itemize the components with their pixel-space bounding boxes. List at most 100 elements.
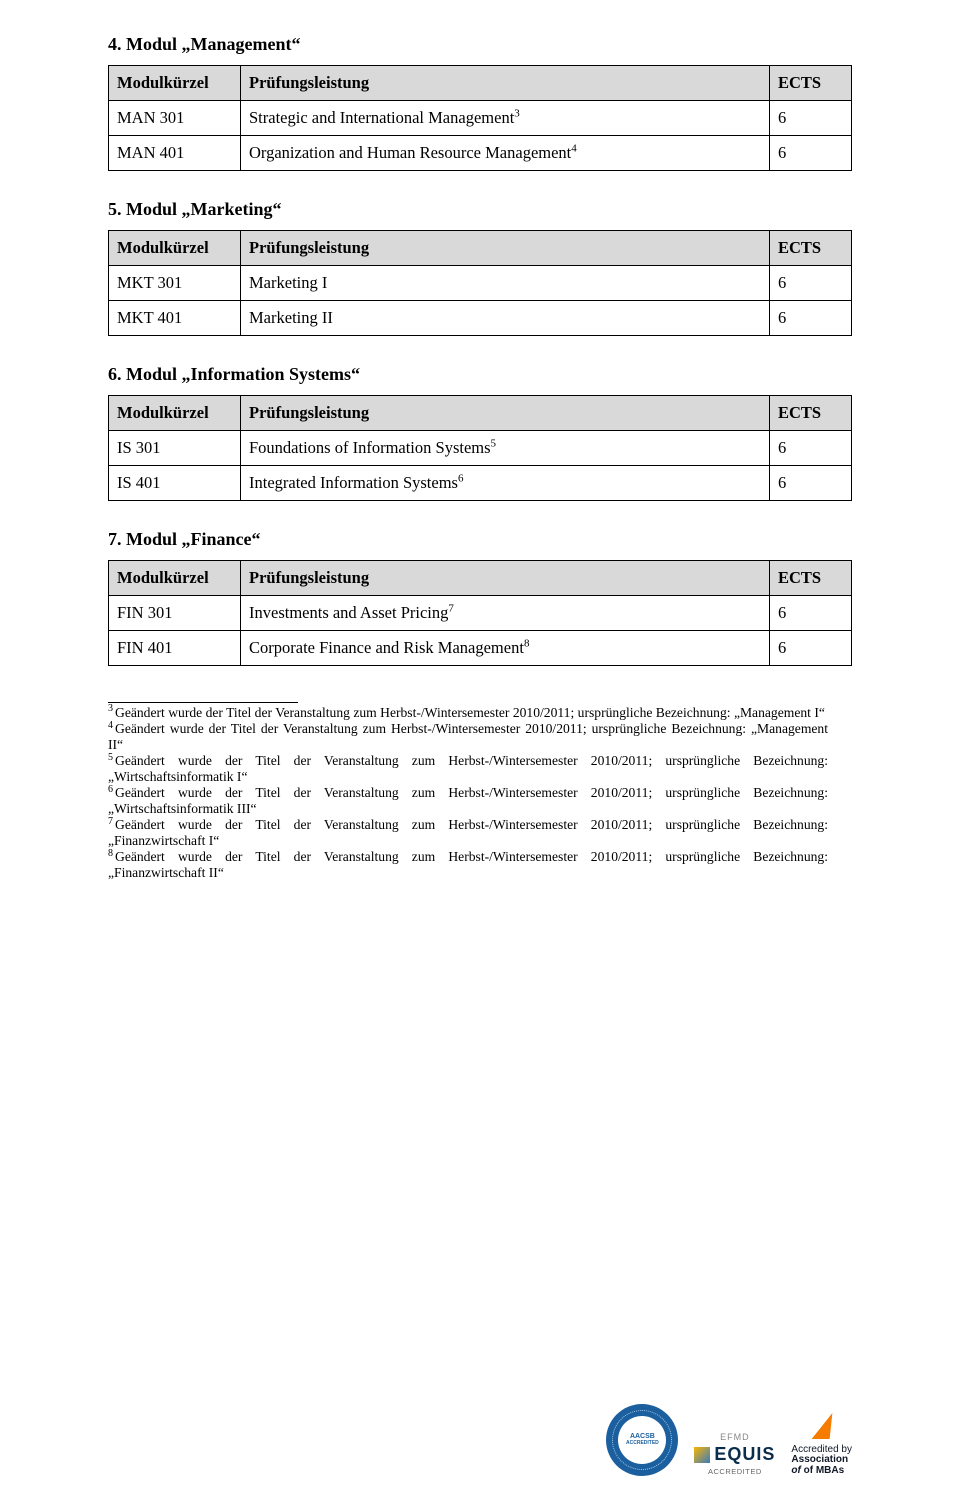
module-name: Organization and Human Resource Manageme… [241, 136, 770, 171]
module-name: Foundations of Information Systems5 [241, 431, 770, 466]
module-name-text: Strategic and International Management [249, 108, 514, 127]
footnote-text: Geändert wurde der Titel der Veranstaltu… [108, 849, 828, 880]
amba-l1: Accredited by [791, 1444, 852, 1455]
module-table: ModulkürzelPrüfungsleistungECTSMAN 301St… [108, 65, 852, 171]
module-table: ModulkürzelPrüfungsleistungECTSMKT 301Ma… [108, 230, 852, 336]
module-name: Integrated Information Systems6 [241, 466, 770, 501]
module-name-text: Organization and Human Resource Manageme… [249, 143, 571, 162]
module-ects: 6 [770, 431, 852, 466]
footnote-ref: 6 [458, 473, 464, 485]
table-row: MAN 301Strategic and International Manag… [109, 101, 852, 136]
module-name-text: Marketing I [249, 273, 327, 292]
footnote-ref: 5 [491, 438, 497, 450]
column-header: Modulkürzel [109, 396, 241, 431]
module-code: MAN 301 [109, 101, 241, 136]
module-sections: 4. Modul „Management“ModulkürzelPrüfungs… [108, 34, 852, 666]
module-ects: 6 [770, 631, 852, 666]
footnote-number: 7 [108, 816, 113, 827]
table-row: IS 301Foundations of Information Systems… [109, 431, 852, 466]
module-code: MKT 301 [109, 266, 241, 301]
footnote-text: Geändert wurde der Titel der Veranstaltu… [108, 817, 828, 848]
module-code: IS 401 [109, 466, 241, 501]
footnote-entry: 6Geändert wurde der Titel der Veranstalt… [108, 785, 828, 817]
module-ects: 6 [770, 266, 852, 301]
footnote-ref: 8 [524, 638, 530, 650]
footnote-text: Geändert wurde der Titel der Veranstaltu… [108, 785, 828, 816]
footnote-ref: 7 [448, 603, 454, 615]
column-header: ECTS [770, 396, 852, 431]
footnote-rule [108, 702, 298, 703]
module-ects: 6 [770, 301, 852, 336]
footnote-number: 4 [108, 720, 113, 731]
module-name-text: Integrated Information Systems [249, 473, 458, 492]
column-header: Prüfungsleistung [241, 561, 770, 596]
aacsb-ring-icon [612, 1410, 672, 1470]
module-table: ModulkürzelPrüfungsleistungECTSFIN 301In… [108, 560, 852, 666]
footnote-ref: 3 [514, 108, 520, 120]
column-header: ECTS [770, 561, 852, 596]
table-row: MKT 401 Marketing II 6 [109, 301, 852, 336]
table-row: MAN 401 Organization and Human Resource M… [109, 136, 852, 171]
module-name: Strategic and International Management3 [241, 101, 770, 136]
module-code: MAN 401 [109, 136, 241, 171]
equis-logo: EFMD EQUIS ACCREDITED [694, 1432, 775, 1476]
page: 4. Modul „Management“ModulkürzelPrüfungs… [0, 0, 960, 1494]
column-header: Modulkürzel [109, 231, 241, 266]
footnote-text: Geändert wurde der Titel der Veranstaltu… [108, 721, 828, 752]
table-header-row: ModulkürzelPrüfungsleistungECTS [109, 231, 852, 266]
module-name: Marketing I [241, 266, 770, 301]
equis-sub: ACCREDITED [708, 1467, 762, 1476]
column-header: ECTS [770, 66, 852, 101]
aacsb-logo: AACSB ACCREDITED [606, 1404, 678, 1476]
module-code: MKT 401 [109, 301, 241, 336]
table-header-row: ModulkürzelPrüfungsleistungECTS [109, 66, 852, 101]
amba-logo: Accredited by Association of of MBAs [791, 1413, 852, 1477]
footnote-number: 8 [108, 848, 113, 859]
column-header: Prüfungsleistung [241, 396, 770, 431]
table-row: MKT 301 Marketing I 6 [109, 266, 852, 301]
module-ects: 6 [770, 136, 852, 171]
module-ects: 6 [770, 101, 852, 136]
equis-top: EFMD [720, 1432, 750, 1442]
amba-of: of [791, 1465, 803, 1476]
section-title: 4. Modul „Management“ [108, 34, 852, 55]
table-header-row: ModulkürzelPrüfungsleistungECTS [109, 561, 852, 596]
column-header: Modulkürzel [109, 66, 241, 101]
module-code: IS 301 [109, 431, 241, 466]
amba-l2: Association [791, 1454, 848, 1465]
footnote-number: 5 [108, 752, 113, 763]
footnote-entry: 7Geändert wurde der Titel der Veranstalt… [108, 817, 828, 849]
footnote-ref: 4 [571, 143, 577, 155]
table-row: IS 401Integrated Information Systems66 [109, 466, 852, 501]
amba-arrow-icon [811, 1413, 832, 1439]
equis-square-icon [694, 1447, 710, 1463]
module-name-text: Marketing II [249, 308, 333, 327]
footnote-entry: 8Geändert wurde der Titel der Veranstalt… [108, 849, 828, 881]
amba-text: Accredited by Association of of MBAs [791, 1445, 852, 1477]
footnote-entry: 5Geändert wurde der Titel der Veranstalt… [108, 753, 828, 785]
equis-mark: EQUIS [694, 1444, 775, 1465]
footnote-number: 6 [108, 784, 113, 795]
module-name: Investments and Asset Pricing7 [241, 596, 770, 631]
column-header: Prüfungsleistung [241, 231, 770, 266]
section-title: 5. Modul „Marketing“ [108, 199, 852, 220]
accreditation-logos: AACSB ACCREDITED EFMD EQUIS ACCREDITED A… [606, 1404, 852, 1476]
footnote-entry: 4Geändert wurde der Titel der Veranstalt… [108, 721, 828, 753]
column-header: ECTS [770, 231, 852, 266]
amba-l3: of MBAs [804, 1465, 845, 1476]
module-ects: 6 [770, 466, 852, 501]
module-name-text: Investments and Asset Pricing [249, 603, 448, 622]
column-header: Prüfungsleistung [241, 66, 770, 101]
column-header: Modulkürzel [109, 561, 241, 596]
section-title: 7. Modul „Finance“ [108, 529, 852, 550]
module-code: FIN 301 [109, 596, 241, 631]
module-ects: 6 [770, 596, 852, 631]
module-name: Marketing II [241, 301, 770, 336]
equis-name: EQUIS [714, 1444, 775, 1465]
module-name-text: Foundations of Information Systems [249, 438, 491, 457]
footnote-text: Geändert wurde der Titel der Veranstaltu… [108, 753, 828, 784]
footnote-entry: 3Geändert wurde der Titel der Veranstalt… [108, 705, 828, 721]
module-table: ModulkürzelPrüfungsleistungECTSIS 301Fou… [108, 395, 852, 501]
footnotes: 3Geändert wurde der Titel der Veranstalt… [108, 705, 828, 881]
table-row: FIN 301Investments and Asset Pricing76 [109, 596, 852, 631]
